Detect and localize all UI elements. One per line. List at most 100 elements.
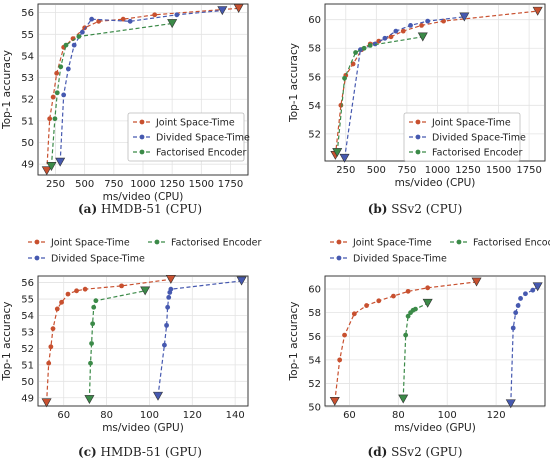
caption-c: (c) HMDB-51 (GPU): [15, 445, 265, 459]
y-tick-label: 56: [21, 278, 34, 289]
y-tick-label: 55: [21, 295, 34, 306]
data-point: [168, 286, 174, 292]
x-tick-label: 750: [104, 179, 123, 190]
data-point: [58, 64, 64, 70]
y-tick-label: 58: [308, 44, 321, 55]
legend: Joint Space-Time Divided Space-Time Factor…: [127, 112, 250, 162]
data-point: [174, 12, 180, 18]
legend-label: Factorised Encoder: [473, 238, 550, 249]
y-tick-label: 56: [308, 72, 321, 83]
x-tick-label: 750: [397, 165, 416, 176]
data-point: [515, 303, 521, 308]
caption-c-text: HMDB-51 (GPU): [96, 445, 202, 459]
data-point: [89, 341, 94, 346]
y-tick-label: 56: [308, 332, 321, 343]
x-tick-label: 1500: [486, 165, 511, 176]
data-point: [505, 399, 516, 409]
data-point: [342, 75, 347, 81]
legend-label: Divided Space-Time: [51, 254, 145, 265]
x-tick-label: 1000: [130, 179, 155, 190]
chart-panel-0: 49 50 51 52 53 54 55 56 250 500 750 1000 1250 1500 175…: [1, 3, 250, 203]
data-point: [47, 116, 53, 122]
legend-label: Divided Space-Time: [156, 133, 250, 144]
data-point: [54, 90, 60, 96]
data-point: [63, 42, 69, 48]
data-point: [510, 325, 516, 331]
data-point: [337, 357, 343, 363]
data-point: [93, 298, 99, 304]
y-tick-label: 55: [21, 30, 34, 41]
data-point: [391, 293, 396, 299]
legend-label: Factorised Encoder: [156, 148, 246, 159]
caption-d-text: SSv2 (GPU): [387, 445, 463, 459]
data-point: [84, 395, 95, 405]
y-tick-label: 52: [21, 95, 34, 106]
x-tick-label: 1750: [218, 179, 243, 190]
y-tick-label: 60: [308, 15, 321, 26]
legend-marker: [336, 239, 342, 245]
data-point: [54, 70, 60, 76]
legend-label: Divided Space-Time: [353, 254, 447, 265]
y-tick-label: 60: [308, 285, 321, 296]
series-line: [334, 281, 477, 402]
legend-marker: [139, 134, 145, 140]
data-point: [46, 360, 52, 366]
series-1: [55, 6, 228, 167]
data-point: [50, 326, 56, 332]
x-tick-label: 1500: [189, 179, 214, 190]
data-point: [376, 298, 382, 304]
y-tick-label: 58: [308, 308, 321, 319]
chart-panel-1: 52 54 56 58 60 250 500 750 1000 1250 1500 1750 ms/vi…: [288, 3, 546, 189]
caption-d: (d) SSv2 (GPU): [290, 445, 540, 459]
series-0: [41, 4, 244, 176]
data-point: [425, 18, 431, 24]
caption-b-letter: (b): [367, 202, 388, 216]
legend-label: Divided Space-Time: [432, 133, 526, 144]
data-point: [372, 41, 378, 47]
data-point: [167, 19, 178, 29]
data-point: [71, 42, 77, 48]
y-tick-label: 54: [21, 311, 34, 322]
data-point: [518, 296, 523, 301]
data-point: [388, 34, 394, 40]
legend-marker: [154, 239, 160, 245]
y-tick-label: 51: [21, 360, 34, 371]
data-point: [332, 148, 343, 158]
legend-marker: [336, 255, 342, 261]
data-point: [165, 304, 171, 310]
legend-marker: [34, 239, 40, 245]
caption-b-text: SSv2 (CPU): [387, 202, 463, 216]
y-tick-label: 50: [308, 403, 321, 414]
x-tick-label: 250: [46, 179, 65, 190]
legend-marker: [34, 255, 40, 261]
data-point: [164, 322, 169, 328]
data-point: [217, 6, 228, 16]
caption-a-letter: (a): [77, 202, 98, 216]
x-tick-label: 1000: [425, 165, 450, 176]
x-tick-label: 500: [75, 179, 94, 190]
x-tick-label: 60: [57, 410, 70, 421]
series-1: [84, 286, 151, 405]
data-point: [48, 344, 54, 350]
data-point: [50, 94, 56, 100]
data-point: [405, 288, 411, 294]
data-point: [46, 162, 57, 171]
y-axis-label: Top-1 accuracy: [288, 43, 300, 123]
data-point: [342, 332, 347, 338]
data-point: [82, 286, 88, 292]
data-point: [140, 286, 151, 296]
x-tick-label: 140: [226, 410, 245, 421]
caption-d-letter: (d): [367, 445, 388, 459]
data-point: [59, 299, 64, 305]
data-point: [532, 6, 543, 16]
chart-panel-3: 50 52 54 56 58 60 60 80 100 120 ms/video (GPU) Top-…: [288, 238, 550, 435]
data-point: [471, 277, 482, 287]
data-point: [127, 18, 133, 24]
caption-a: (a) HMDB-51 (CPU): [15, 202, 265, 216]
x-tick-label: 100: [140, 410, 159, 421]
data-point: [90, 321, 96, 327]
y-tick-label: 50: [21, 377, 34, 388]
data-point: [398, 394, 409, 404]
data-point: [417, 32, 428, 42]
